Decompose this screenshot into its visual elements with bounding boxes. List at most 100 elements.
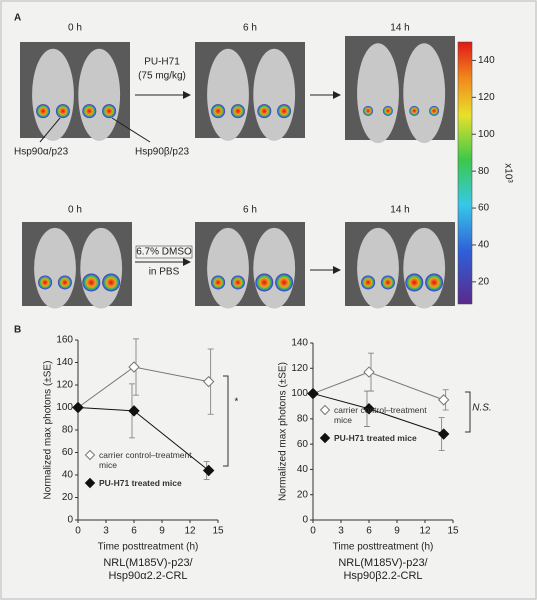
signal: [57, 275, 72, 290]
signal: [230, 104, 245, 119]
y-tick-label: 20: [62, 492, 74, 503]
y-tick-label: 40: [62, 470, 74, 481]
mouse: [403, 43, 446, 144]
y-tick-label: 100: [56, 402, 73, 413]
signal: [102, 104, 117, 119]
x-tick-label: 12: [419, 526, 431, 537]
data-point: [363, 403, 375, 415]
x-tick-label: 3: [103, 526, 109, 537]
colorbar-tick-label: 100: [478, 129, 495, 140]
mouse: [253, 227, 296, 309]
data-point: [363, 366, 375, 378]
caption-line: NRL(M185V)-p23/: [338, 557, 428, 569]
signal: [102, 273, 121, 292]
colorbar-tick-label: 140: [478, 55, 495, 66]
signal: [380, 275, 395, 290]
data-point: [202, 375, 215, 388]
series-line: [312, 371, 444, 401]
mouse: [80, 227, 123, 309]
mouse: [34, 227, 76, 309]
colorbar-tick-label: 40: [478, 240, 490, 251]
chart-caption: NRL(M185V)-p23/Hsp90α2.2-CRL: [68, 557, 228, 583]
significance-bracket: [465, 391, 471, 433]
colorbar-label: x10³: [502, 163, 513, 183]
y-axis-label: Normalized max photons (±SE): [278, 362, 289, 501]
series-line: [77, 366, 209, 408]
mouse: [207, 48, 249, 141]
callout-line: [111, 117, 151, 143]
mouse: [207, 227, 249, 309]
colorbar-tick-label: 120: [478, 92, 495, 103]
data-point: [202, 464, 215, 477]
x-tick-label: 15: [212, 526, 224, 537]
x-axis-label: Time posttreatment (h): [333, 542, 434, 553]
control-label: 6.7% DMSO: [136, 247, 192, 258]
legend-marker: [319, 432, 331, 444]
time-label: 6 h: [243, 205, 257, 216]
signal: [211, 104, 226, 119]
signal: [82, 273, 101, 292]
x-tick-label: 3: [338, 526, 344, 537]
signal: [277, 104, 292, 119]
signal: [275, 273, 294, 292]
x-tick-label: 15: [447, 526, 459, 537]
signal: [382, 105, 393, 116]
mouse: [78, 48, 121, 141]
y-axis-label: Normalized max photons (±SE): [43, 361, 54, 500]
x-tick-label: 0: [310, 526, 316, 537]
data-point: [437, 428, 450, 440]
annotation: N.S.: [472, 403, 491, 414]
x-tick-label: 0: [75, 526, 81, 537]
signal: [425, 273, 444, 292]
control-label: in PBS: [149, 267, 180, 278]
y-tick-label: 100: [291, 388, 308, 399]
y-tick-label: 80: [62, 425, 74, 436]
y-tick-label: 20: [297, 489, 309, 500]
mouse: [357, 43, 399, 144]
legend-marker: [319, 404, 331, 416]
y-tick-label: 60: [297, 439, 309, 450]
panel-label: A: [14, 13, 21, 24]
significance-bracket: [223, 375, 229, 467]
y-tick-label: 160: [56, 335, 73, 346]
signal: [429, 105, 440, 116]
data-point: [72, 401, 84, 414]
signal: [38, 275, 53, 290]
time-label: 14 h: [390, 23, 409, 34]
data-point: [128, 405, 140, 417]
callout: Hsp90α/p23: [14, 147, 69, 158]
mouse-images: [20, 36, 455, 309]
y-tick-label: 40: [297, 464, 309, 475]
x-tick-label: 9: [394, 526, 400, 537]
treatment-label: PU-H71: [144, 57, 180, 68]
y-tick-label: 0: [302, 515, 308, 526]
time-label: 0 h: [68, 23, 82, 34]
signal: [55, 104, 70, 119]
signal: [363, 105, 374, 116]
x-tick-label: 6: [131, 526, 137, 537]
data-point: [128, 361, 140, 373]
y-tick-label: 120: [56, 380, 73, 391]
x-tick-label: 9: [159, 526, 165, 537]
y-tick-label: 80: [297, 413, 309, 424]
legend-marker: [84, 449, 96, 461]
colorbar: [457, 41, 473, 305]
x-tick-label: 6: [366, 526, 372, 537]
signal: [405, 273, 424, 292]
callout-line: [39, 117, 61, 143]
signal: [361, 275, 376, 290]
time-label: 0 h: [68, 205, 82, 216]
caption-line: Hsp90α2.2-CRL: [108, 570, 188, 582]
legend-label: carrier control–treatment mice: [334, 405, 427, 425]
data-point: [307, 387, 319, 400]
signal: [36, 104, 51, 119]
legend-marker: [84, 477, 96, 489]
y-tick-label: 140: [291, 338, 308, 349]
mouse: [403, 227, 446, 309]
mouse: [357, 227, 399, 309]
legend-label: carrier control–treatment mice: [99, 450, 192, 470]
panel-label: B: [14, 325, 21, 336]
y-tick-label: 140: [56, 357, 73, 368]
treatment-label: (75 mg/kg): [138, 71, 186, 82]
